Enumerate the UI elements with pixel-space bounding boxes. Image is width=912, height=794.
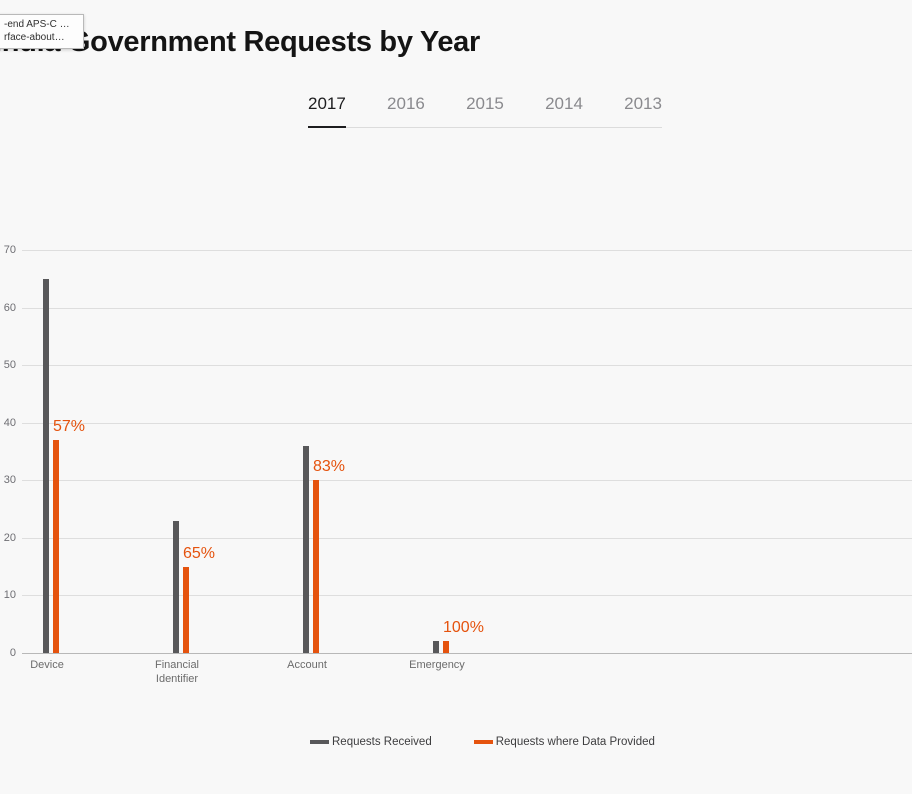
legend-item-requests-received: Requests Received [310, 736, 432, 748]
x-axis-label-financial-identifier: Financial Identifier [154, 659, 200, 685]
legend-label-data-provided: Requests where Data Provided [495, 736, 655, 748]
gridline [22, 365, 912, 367]
tab-2013[interactable]: 2013 [624, 94, 662, 113]
x-axis-label-emergency: Emergency [409, 659, 465, 671]
tab-2017[interactable]: 2017 [308, 94, 346, 128]
percent-label-financial-identifier: 65% [183, 544, 216, 562]
tab-2016[interactable]: 2016 [387, 94, 425, 113]
bar-account-provided [313, 480, 319, 653]
bar-emergency-provided [443, 641, 449, 653]
bar-financial-identifier-received [173, 520, 179, 653]
y-axis-tick-label: 40 [3, 416, 16, 429]
y-axis-tick-label: 70 [3, 244, 16, 256]
bar-device-received [43, 278, 49, 653]
gridline [22, 422, 912, 424]
browser-tooltip: -end APS-C … rface-about… [0, 14, 84, 49]
chart-legend: Requests Received Requests where Data Pr… [310, 735, 655, 749]
gridline [22, 537, 912, 539]
x-axis-line [22, 653, 912, 654]
gridline [22, 250, 912, 251]
tab-2015[interactable]: 2015 [466, 94, 504, 113]
gridline [22, 307, 912, 309]
x-axis-label-device: Device [30, 659, 64, 671]
browser-tooltip-line-2: rface-about… [4, 32, 65, 43]
legend-swatch-gray [310, 740, 329, 744]
y-axis-tick-label: 10 [3, 589, 16, 602]
bar-account-received [303, 445, 309, 653]
gridline [22, 480, 912, 482]
gridline [22, 595, 912, 597]
percent-label-account: 83% [313, 458, 346, 476]
y-axis-tick-label: 20 [3, 531, 16, 544]
bar-emergency-received [433, 641, 439, 653]
percent-label-device: 57% [53, 417, 86, 435]
percent-label-emergency: 100% [443, 619, 484, 637]
y-axis-tick-label: 0 [9, 647, 16, 659]
browser-tooltip-line-1: -end APS-C … [4, 19, 70, 30]
legend-label-requests-received: Requests Received [332, 736, 432, 748]
bar-financial-identifier-provided [183, 566, 189, 653]
legend-swatch-orange [473, 740, 493, 744]
x-axis-label-account: Account [287, 659, 327, 671]
legend-item-data-provided: Requests where Data Provided [473, 736, 655, 748]
y-axis-tick-label: 30 [3, 474, 16, 487]
y-axis-tick-label: 50 [3, 359, 16, 372]
bar-device-provided [53, 439, 59, 653]
year-tabs: 2017 2016 2015 2014 2013 [308, 94, 662, 128]
tab-2014[interactable]: 2014 [545, 94, 583, 113]
y-axis-tick-label: 60 [3, 301, 16, 314]
